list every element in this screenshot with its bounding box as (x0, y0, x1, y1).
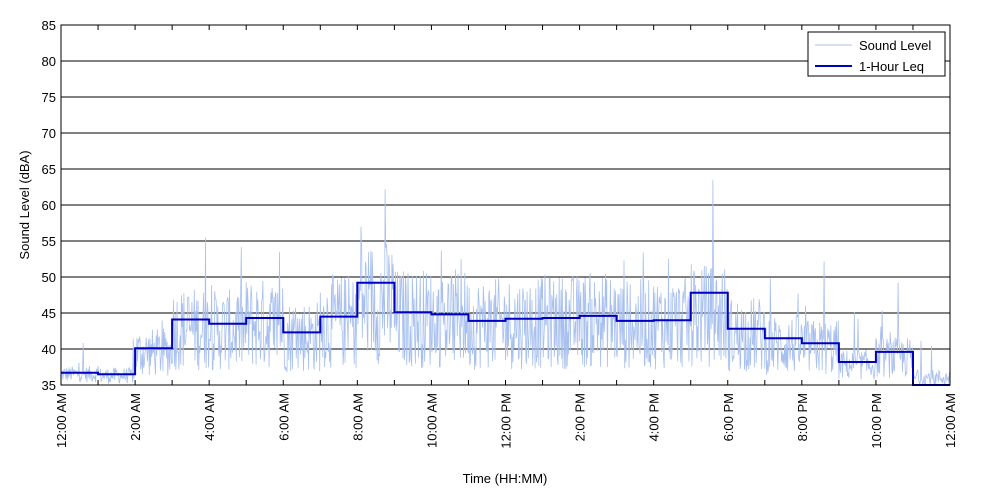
y-tick-label: 80 (42, 54, 56, 69)
x-tick-label: 8:00 PM (795, 393, 810, 441)
y-tick-label: 55 (42, 234, 56, 249)
x-tick-label: 4:00 PM (647, 393, 662, 441)
x-tick-label: 12:00 PM (499, 393, 514, 449)
x-tick-label: 12:00 AM (943, 393, 958, 448)
raw-sound-level-layer (60, 179, 950, 386)
y-tick-label: 50 (42, 270, 56, 285)
x-tick-label: 6:00 PM (721, 393, 736, 441)
sound-level-line (60, 179, 950, 386)
x-tick-label: 2:00 AM (128, 393, 143, 441)
leq-step-layer (61, 281, 950, 386)
x-tick-label: 10:00 PM (869, 393, 884, 449)
x-tick-label: 10:00 AM (424, 393, 439, 448)
x-tick-label: 8:00 AM (350, 393, 365, 441)
y-tick-label: 85 (42, 18, 56, 33)
y-tick-label: 45 (42, 306, 56, 321)
y-axis-label: Sound Level (dBA) (17, 150, 32, 259)
x-tick-label: 12:00 AM (54, 393, 69, 448)
legend-label-sound-level: Sound Level (859, 38, 931, 53)
y-tick-label: 75 (42, 90, 56, 105)
y-tick-label: 40 (42, 342, 56, 357)
y-tick-label: 65 (42, 162, 56, 177)
leq-step-line (61, 281, 950, 386)
y-tick-label: 35 (42, 378, 56, 393)
y-tick-label: 70 (42, 126, 56, 141)
x-tick-label: 2:00 PM (573, 393, 588, 441)
legend-box (807, 31, 946, 77)
x-tick-label: 6:00 AM (276, 393, 291, 441)
x-axis-label: Time (HH:MM) (463, 471, 548, 486)
y-tick-label: 60 (42, 198, 56, 213)
axes: 35 40 45 50 55 60 65 70 75 80 85 12:00 AM 2:00 AM 4:0… (42, 18, 958, 449)
legend: Sound Level 1-Hour Leq (807, 31, 946, 77)
legend-label-leq: 1-Hour Leq (859, 59, 924, 74)
x-tick-label: 4:00 AM (202, 393, 217, 441)
